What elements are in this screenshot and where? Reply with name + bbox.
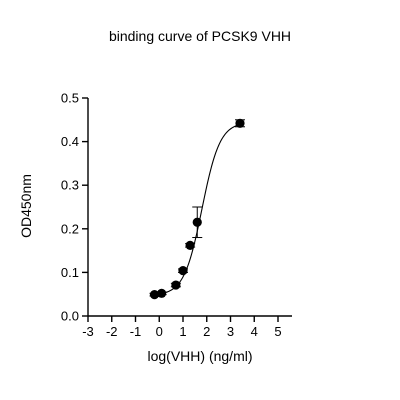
x-tick-label: 3 bbox=[227, 324, 234, 339]
data-point bbox=[192, 217, 202, 227]
x-tick-label: -2 bbox=[106, 324, 118, 339]
data-point bbox=[171, 280, 181, 290]
y-tick-label: 0.2 bbox=[61, 221, 79, 236]
y-tick-label: 0.0 bbox=[61, 309, 79, 324]
axes: 0.0 0.1 0.2 0.3 0.4 0.5 -3 -2 -1 0 1 2 3 4 5 bbox=[61, 91, 292, 339]
data-point bbox=[178, 266, 188, 276]
data-point bbox=[185, 240, 195, 250]
x-tick-label: 4 bbox=[251, 324, 258, 339]
x-tick-label: -1 bbox=[130, 324, 142, 339]
x-tick-label: -3 bbox=[82, 324, 94, 339]
data-point bbox=[235, 118, 245, 128]
y-tick-label: 0.4 bbox=[61, 134, 79, 149]
x-tick-label: 5 bbox=[274, 324, 281, 339]
x-tick-label: 2 bbox=[203, 324, 210, 339]
data-point bbox=[157, 288, 167, 298]
data-point bbox=[149, 290, 160, 300]
y-tick-label: 0.1 bbox=[61, 265, 79, 280]
data-points bbox=[149, 118, 245, 300]
x-axis-label: log(VHH) (ng/ml) bbox=[147, 348, 253, 364]
chart-title: binding curve of PCSK9 VHH bbox=[108, 28, 292, 44]
x-tick-label: 1 bbox=[179, 324, 186, 339]
y-tick-label: 0.5 bbox=[61, 91, 79, 106]
x-tick-label: 0 bbox=[156, 324, 163, 339]
error-bars bbox=[149, 119, 245, 297]
y-tick-label: 0.3 bbox=[61, 178, 79, 193]
